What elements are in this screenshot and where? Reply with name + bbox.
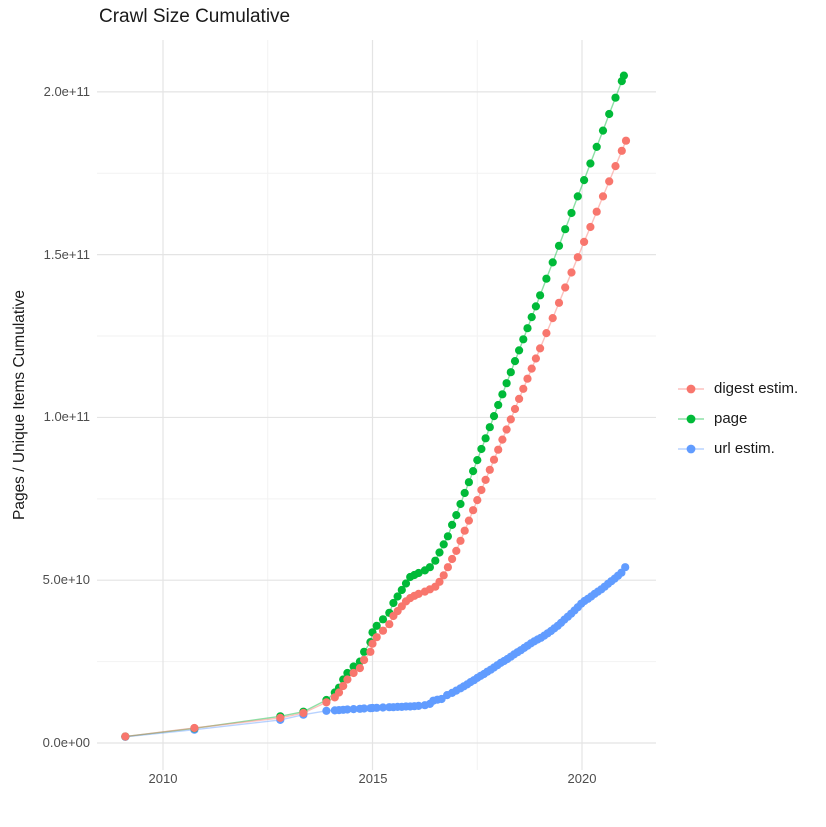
legend-item-digest-estim: digest estim. bbox=[676, 380, 798, 397]
y-tick-label: 2.0e+11 bbox=[43, 84, 90, 99]
legend-label: url estim. bbox=[714, 440, 775, 457]
y-axis-title: Pages / Unique Items Cumulative bbox=[11, 289, 28, 521]
legend-key-dot-line-icon bbox=[678, 414, 704, 423]
y-tick-label: 1.5e+11 bbox=[43, 247, 90, 262]
y-tick-label: 5.0e+10 bbox=[42, 572, 90, 587]
legend-label: page bbox=[714, 410, 748, 427]
x-tick-label: 2020 bbox=[567, 771, 597, 786]
chart-title: Crawl Size Cumulative bbox=[99, 6, 291, 27]
legend-key-dot-line-icon bbox=[678, 384, 704, 393]
legend-item-page: page bbox=[676, 410, 798, 427]
x-tick-label: 2015 bbox=[358, 771, 388, 786]
y-tick-label: 1.0e+11 bbox=[43, 409, 90, 424]
legend-label: digest estim. bbox=[714, 380, 799, 397]
x-tick-label: 2010 bbox=[148, 771, 178, 786]
y-tick-label: 0.0e+00 bbox=[42, 735, 90, 750]
legend: digest estim. page url estim. bbox=[676, 380, 798, 470]
legend-item-url-estim: url estim. bbox=[676, 440, 798, 457]
legend-key-dot-line-icon bbox=[678, 444, 704, 453]
